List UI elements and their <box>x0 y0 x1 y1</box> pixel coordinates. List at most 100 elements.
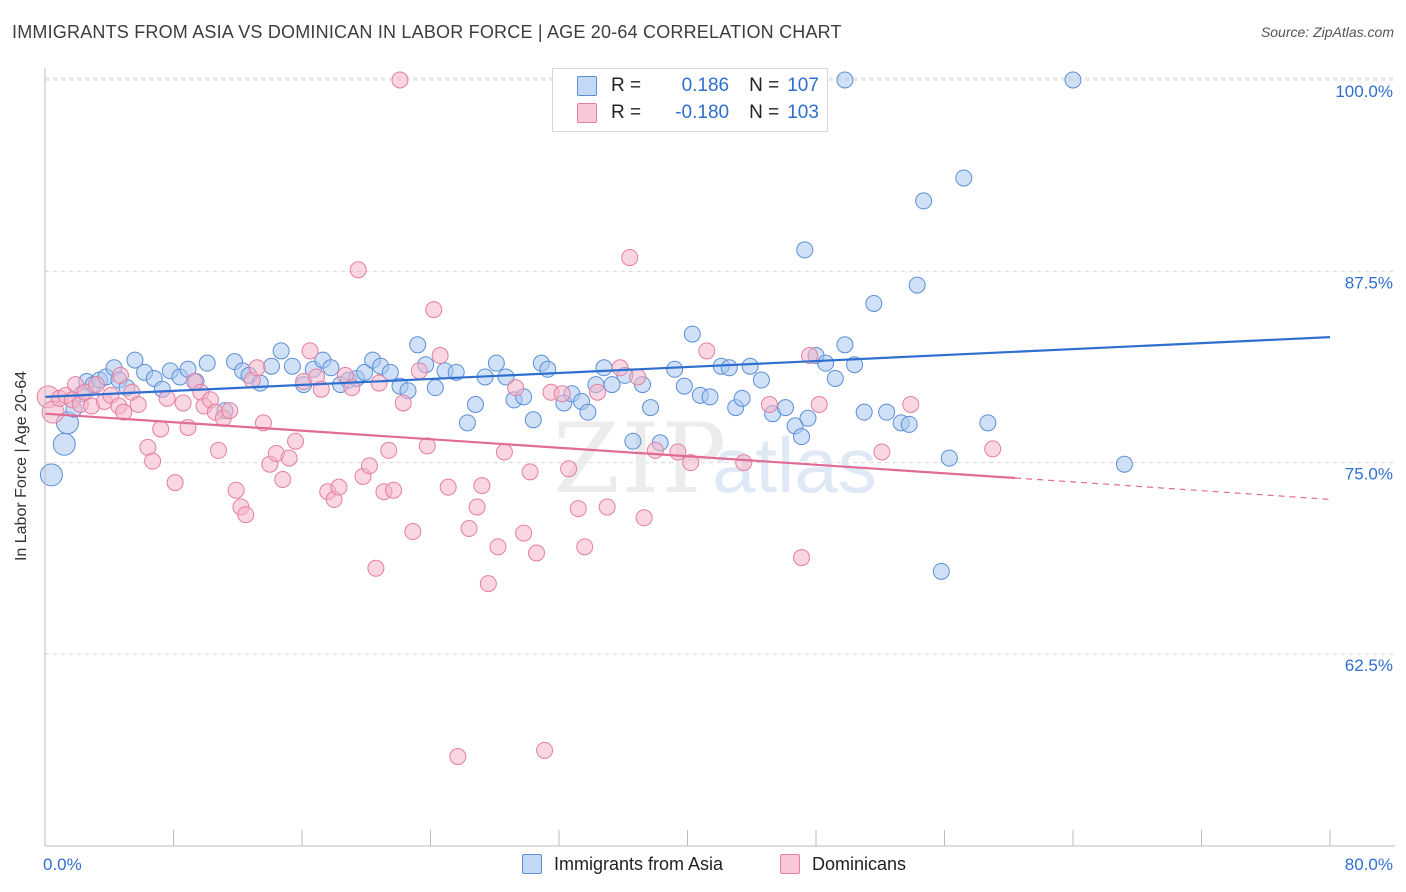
point-dominicans <box>793 549 811 567</box>
legend-swatch-pink <box>577 103 597 123</box>
legend-n-label: N = <box>749 75 780 96</box>
point-dominicans <box>873 443 891 461</box>
point-immigrants-from-asia <box>624 432 642 450</box>
point-dominicans <box>380 441 398 459</box>
point-dominicans <box>536 741 554 759</box>
point-immigrants-from-asia <box>603 376 621 394</box>
point-dominicans <box>635 509 653 527</box>
point-dominicans <box>237 506 255 524</box>
axes: 62.5% 75.0% 87.5% 100.0% 0.0% 80.0% <box>43 68 1395 874</box>
legend-n-value: 103 <box>787 102 819 123</box>
point-immigrants-from-asia <box>955 169 973 187</box>
point-immigrants-from-asia <box>283 357 301 375</box>
point-dominicans <box>367 559 385 577</box>
bottom-legend-swatch-pink <box>780 854 800 874</box>
point-dominicans <box>495 443 513 461</box>
point-immigrants-from-asia <box>1064 71 1082 89</box>
bottom-legend-dominicans: Dominicans <box>780 851 906 877</box>
point-dominicans <box>431 347 449 365</box>
series-dominicans <box>36 71 1002 766</box>
point-immigrants-from-asia <box>826 369 844 387</box>
point-immigrants-from-asia <box>979 414 997 432</box>
point-immigrants-from-asia <box>878 403 896 421</box>
chart-source: Source: ZipAtlas.com <box>1260 24 1394 40</box>
point-immigrants-from-asia <box>595 359 613 377</box>
point-immigrants-from-asia <box>733 389 751 407</box>
point-dominicans <box>391 71 409 89</box>
point-immigrants-from-asia <box>466 396 484 414</box>
point-dominicans <box>560 460 578 478</box>
point-dominicans <box>144 452 162 470</box>
point-dominicans <box>698 342 716 360</box>
point-immigrants-from-asia <box>796 241 814 259</box>
point-dominicans <box>468 498 486 516</box>
point-dominicans <box>460 519 478 537</box>
point-dominicans <box>404 523 422 541</box>
point-dominicans <box>598 498 616 516</box>
point-dominicans <box>158 389 176 407</box>
point-immigrants-from-asia <box>409 336 427 354</box>
point-dominicans <box>166 474 184 492</box>
point-immigrants-from-asia <box>741 357 759 375</box>
point-dominicans <box>129 396 147 414</box>
point-dominicans <box>515 524 533 542</box>
point-immigrants-from-asia <box>539 360 557 378</box>
point-dominicans <box>589 383 607 401</box>
point-immigrants-from-asia <box>683 325 701 343</box>
point-dominicans <box>111 366 129 384</box>
point-dominicans <box>274 471 292 489</box>
point-immigrants-from-asia <box>865 294 883 312</box>
point-immigrants-from-asia <box>642 399 660 417</box>
point-immigrants-from-asia <box>487 354 505 372</box>
point-dominicans <box>528 544 546 562</box>
point-dominicans <box>349 261 367 279</box>
point-immigrants-from-asia <box>666 360 684 378</box>
trend-line-dominicans <box>44 412 1016 480</box>
point-dominicans <box>507 379 525 397</box>
point-immigrants-from-asia <box>940 449 958 467</box>
point-dominicans <box>410 362 428 380</box>
point-immigrants-from-asia <box>776 399 794 417</box>
point-dominicans <box>473 477 491 495</box>
point-dominicans <box>280 449 298 467</box>
trend-lines <box>44 336 1331 501</box>
point-immigrants-from-asia <box>497 368 515 386</box>
point-immigrants-from-asia <box>262 357 280 375</box>
y-tick-label: 75.0% <box>1345 465 1393 484</box>
point-dominicans <box>669 443 687 461</box>
point-dominicans <box>425 301 443 319</box>
point-immigrants-from-asia <box>447 363 465 381</box>
point-immigrants-from-asia <box>458 414 476 432</box>
trend-line-immigrants-from-asia <box>44 336 1331 398</box>
bottom-legend-asia: Immigrants from Asia <box>522 851 723 877</box>
x-tick-label: 0.0% <box>43 855 82 874</box>
point-immigrants-from-asia <box>272 342 290 360</box>
bottom-legend-label-dominicans: Dominicans <box>812 853 907 874</box>
point-dominicans <box>621 249 639 267</box>
point-immigrants-from-asia <box>39 463 63 487</box>
point-dominicans <box>227 481 245 499</box>
point-dominicans <box>682 454 700 472</box>
point-immigrants-from-asia <box>793 428 811 446</box>
x-tick-label: 80.0% <box>1345 855 1393 874</box>
point-dominicans <box>984 440 1002 458</box>
point-dominicans <box>248 359 266 377</box>
point-dominicans <box>287 432 305 450</box>
point-immigrants-from-asia <box>855 403 873 421</box>
point-immigrants-from-asia <box>836 71 854 89</box>
legend-row-dominicans: R = -0.180 N = 103 <box>577 100 819 126</box>
point-immigrants-from-asia <box>836 336 854 354</box>
point-immigrants-from-asia <box>198 354 216 372</box>
point-dominicans <box>385 481 403 499</box>
legend-n-label: N = <box>749 102 780 123</box>
point-immigrants-from-asia <box>817 354 835 372</box>
bottom-legend-label-asia: Immigrants from Asia <box>554 853 724 874</box>
point-dominicans <box>152 420 170 438</box>
point-dominicans <box>174 394 192 412</box>
point-dominicans <box>629 368 647 386</box>
point-dominicans <box>611 359 629 377</box>
point-immigrants-from-asia <box>426 379 444 397</box>
point-dominicans <box>760 396 778 414</box>
point-immigrants-from-asia <box>52 432 76 456</box>
